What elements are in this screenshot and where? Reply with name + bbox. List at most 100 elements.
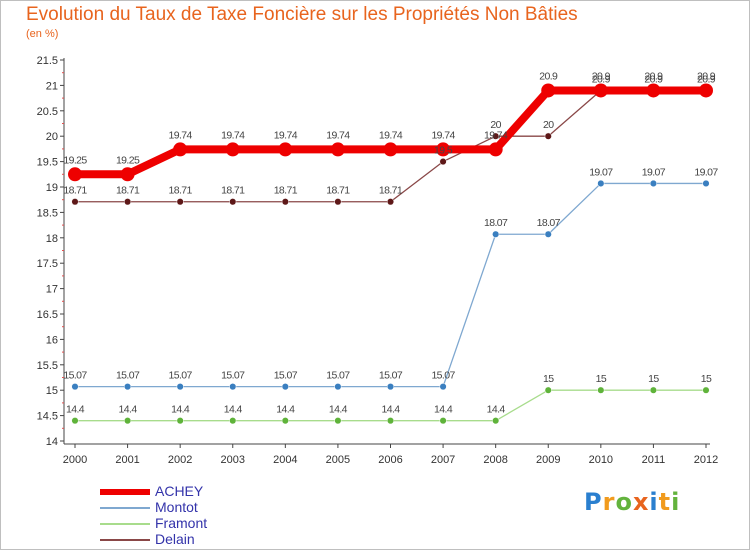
y-tick-label: 18.5 <box>37 207 58 219</box>
x-tick-label: 2011 <box>642 454 666 466</box>
data-label-montot: 15.07 <box>116 370 140 382</box>
series-line-montot <box>75 182 706 388</box>
legend-label-montot: Montot <box>155 499 198 515</box>
data-label-framont: 15 <box>648 373 659 385</box>
data-point-delain <box>386 198 395 206</box>
y-tick-label: 19.5 <box>37 157 58 169</box>
data-point-delain <box>281 198 289 206</box>
data-label-montot: 19.07 <box>694 166 718 178</box>
data-point-framont <box>544 386 552 394</box>
y-tick-label: 14.5 <box>37 411 58 423</box>
data-point-delain <box>176 198 184 206</box>
y-tick-label: 20 <box>46 131 58 143</box>
data-point-montot <box>281 383 289 391</box>
data-label-delain: 18.71 <box>116 185 140 197</box>
data-point-delain <box>439 158 447 166</box>
x-tick-label: 2010 <box>589 454 613 466</box>
x-tick-label: 2012 <box>694 454 718 466</box>
y-tick-label: 21.5 <box>37 55 58 67</box>
y-tick-label: 14 <box>46 436 58 448</box>
data-label-delain: 18.71 <box>274 185 298 197</box>
data-label-montot: 18.07 <box>537 217 561 229</box>
y-tick-label: 16 <box>46 334 58 346</box>
data-label-framont: 14.4 <box>381 404 400 416</box>
data-label-montot: 15.07 <box>274 370 298 382</box>
data-point-framont <box>281 417 289 425</box>
data-label-framont: 14.4 <box>119 404 138 416</box>
data-label-delain: 20.9 <box>644 73 663 85</box>
data-label-montot: 15.07 <box>221 370 245 382</box>
data-point-montot <box>597 179 605 187</box>
data-label-montot: 15.07 <box>63 370 87 382</box>
legend-swatch-framont <box>100 523 150 525</box>
data-point-achey <box>488 142 503 157</box>
data-label-delain: 20 <box>490 119 501 131</box>
data-label-delain: 18.71 <box>221 185 245 197</box>
data-point-achey <box>225 142 240 157</box>
data-point-delain <box>544 132 552 140</box>
data-label-framont: 15 <box>543 373 554 385</box>
data-label-delain: 19.5 <box>434 145 453 157</box>
data-label-montot: 18.07 <box>484 217 508 229</box>
data-point-montot <box>386 383 395 391</box>
y-axis-unit: (en %) <box>26 28 59 40</box>
y-tick-label: 20.5 <box>37 106 58 118</box>
data-label-achey: 19.74 <box>484 129 508 141</box>
data-point-framont <box>71 417 79 425</box>
legend-label-delain: Delain <box>155 531 195 547</box>
data-label-achey: 19.74 <box>326 129 350 141</box>
data-point-framont <box>334 417 342 425</box>
data-point-montot <box>334 383 342 391</box>
x-tick-label: 2001 <box>115 454 139 466</box>
data-point-achey <box>278 142 293 157</box>
data-label-framont: 15 <box>701 373 712 385</box>
data-label-achey: 20.9 <box>592 70 611 82</box>
proxiti-logo: Proxiti <box>584 488 681 516</box>
data-label-framont: 14.4 <box>224 404 243 416</box>
data-label-delain: 18.71 <box>379 185 403 197</box>
data-point-framont <box>386 417 395 425</box>
x-tick-label: 2008 <box>483 454 507 466</box>
data-label-delain: 20.9 <box>697 73 716 85</box>
data-label-achey: 19.25 <box>63 154 87 166</box>
data-point-montot <box>544 230 552 238</box>
data-point-delain <box>492 132 500 140</box>
x-tick-label: 2006 <box>378 454 402 466</box>
data-point-framont <box>439 417 447 425</box>
data-label-montot: 19.07 <box>642 166 666 178</box>
data-point-montot <box>176 383 184 391</box>
data-point-achey <box>699 83 713 98</box>
data-point-achey <box>436 142 451 157</box>
data-point-achey <box>383 142 398 157</box>
data-label-achey: 20.9 <box>644 70 663 82</box>
x-tick-label: 2009 <box>536 454 560 466</box>
x-tick-label: 2007 <box>431 454 455 466</box>
data-label-framont: 14.4 <box>171 404 190 416</box>
data-point-montot <box>649 179 657 187</box>
data-label-achey: 19.74 <box>221 129 245 141</box>
data-point-montot <box>124 383 132 391</box>
legend-label-framont: Framont <box>155 515 208 531</box>
legend-label-achey: ACHEY <box>155 483 204 499</box>
data-point-achey <box>173 142 188 157</box>
data-point-montot <box>229 383 237 391</box>
data-point-framont <box>229 417 237 425</box>
legend-swatch-montot <box>100 507 150 509</box>
x-tick-label: 2003 <box>221 454 245 466</box>
data-label-achey: 20.9 <box>539 70 558 82</box>
y-tick-label: 18 <box>46 233 58 245</box>
legend-swatch-achey <box>100 489 150 495</box>
data-point-delain <box>229 198 237 206</box>
data-point-montot <box>492 230 500 238</box>
data-point-achey <box>68 167 82 182</box>
data-label-montot: 15.07 <box>431 370 455 382</box>
data-point-delain <box>71 198 79 206</box>
data-point-achey <box>120 167 135 182</box>
data-label-framont: 14.4 <box>66 404 85 416</box>
data-point-framont <box>176 417 184 425</box>
data-point-framont <box>597 386 605 394</box>
y-tick-label: 15 <box>46 385 58 397</box>
x-tick-label: 2004 <box>273 454 297 466</box>
chart-title: Evolution du Taux de Taxe Foncière sur l… <box>26 4 578 25</box>
data-label-framont: 15 <box>596 373 607 385</box>
